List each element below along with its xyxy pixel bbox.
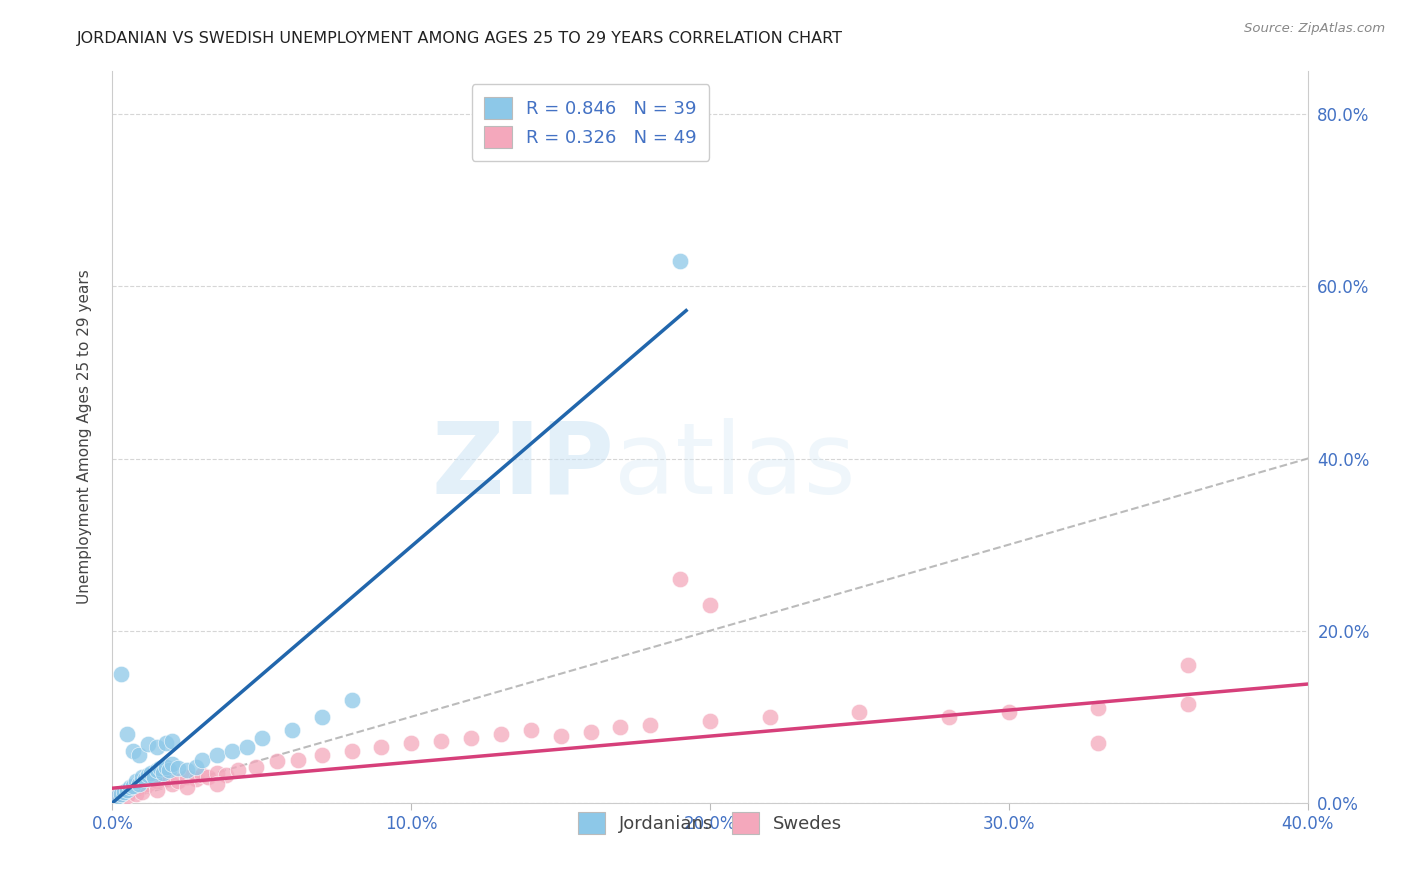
Point [138,777,160,791]
Text: ZIP: ZIP [432,417,614,515]
Point [205,777,228,791]
Point [176,763,198,777]
Text: JORDANIAN VS SWEDISH UNEMPLOYMENT AMONG AGES 25 TO 29 YEARS CORRELATION CHART: JORDANIAN VS SWEDISH UNEMPLOYMENT AMONG … [77,31,844,46]
Point [146,774,169,789]
Point [146,763,169,777]
Point [114,785,135,799]
Legend: Jordanians, Swedes: Jordanians, Swedes [564,797,856,848]
Point [149,761,172,775]
Point [759,710,782,724]
Text: Source: ZipAtlas.com: Source: ZipAtlas.com [1244,22,1385,36]
Point [125,787,148,801]
Point [1177,697,1199,711]
Point [117,789,139,803]
Point [125,780,148,795]
Point [401,735,423,749]
Point [186,772,208,786]
Point [152,765,174,780]
Point [609,720,631,734]
Point [460,731,482,746]
Point [138,768,160,782]
Point [205,748,228,763]
Point [311,748,333,763]
Point [162,757,183,772]
Point [157,763,180,777]
Point [311,710,333,724]
Point [236,739,259,754]
Point [579,725,602,739]
Point [221,744,243,758]
Point [191,753,214,767]
Point [162,734,183,748]
Point [131,785,153,799]
Point [938,710,960,724]
Point [669,572,692,586]
Point [110,666,132,681]
Point [138,737,160,751]
Point [205,765,228,780]
Point [370,739,392,754]
Point [120,780,142,795]
Point [998,706,1021,720]
Point [117,727,139,741]
Point [669,253,692,268]
Point [550,729,572,743]
Point [141,765,163,780]
Point [191,768,214,782]
Point [114,785,135,799]
Point [281,723,304,737]
Point [640,718,662,732]
Point [699,714,721,728]
Point [128,777,150,791]
Point [134,772,156,786]
Point [162,777,183,791]
Point [245,759,267,773]
Point [155,759,177,773]
Point [155,735,177,749]
Point [122,779,145,793]
Point [131,770,153,784]
Point [287,753,309,767]
Point [1087,701,1109,715]
Point [340,692,363,706]
Point [143,770,166,784]
Point [176,780,198,795]
Point [146,739,169,754]
Y-axis label: Unemployment Among Ages 25 to 29 years: Unemployment Among Ages 25 to 29 years [77,269,91,605]
Point [215,768,238,782]
Point [117,783,139,797]
Point [848,706,870,720]
Point [489,727,512,741]
Point [1087,735,1109,749]
Point [340,744,363,758]
Point [120,783,142,797]
Point [197,770,219,784]
Point [107,787,129,801]
Point [176,770,198,784]
Point [520,723,543,737]
Point [250,731,273,746]
Point [125,774,148,789]
Point [167,774,190,789]
Point [430,734,453,748]
Point [122,744,145,758]
Point [146,783,169,797]
Point [107,789,129,803]
Point [699,598,721,612]
Point [167,761,190,775]
Point [110,787,132,801]
Point [186,759,208,773]
Point [128,748,150,763]
Point [155,772,177,786]
Point [131,779,153,793]
Text: atlas: atlas [614,417,856,515]
Point [266,755,288,769]
Point [1177,658,1199,673]
Point [226,763,249,777]
